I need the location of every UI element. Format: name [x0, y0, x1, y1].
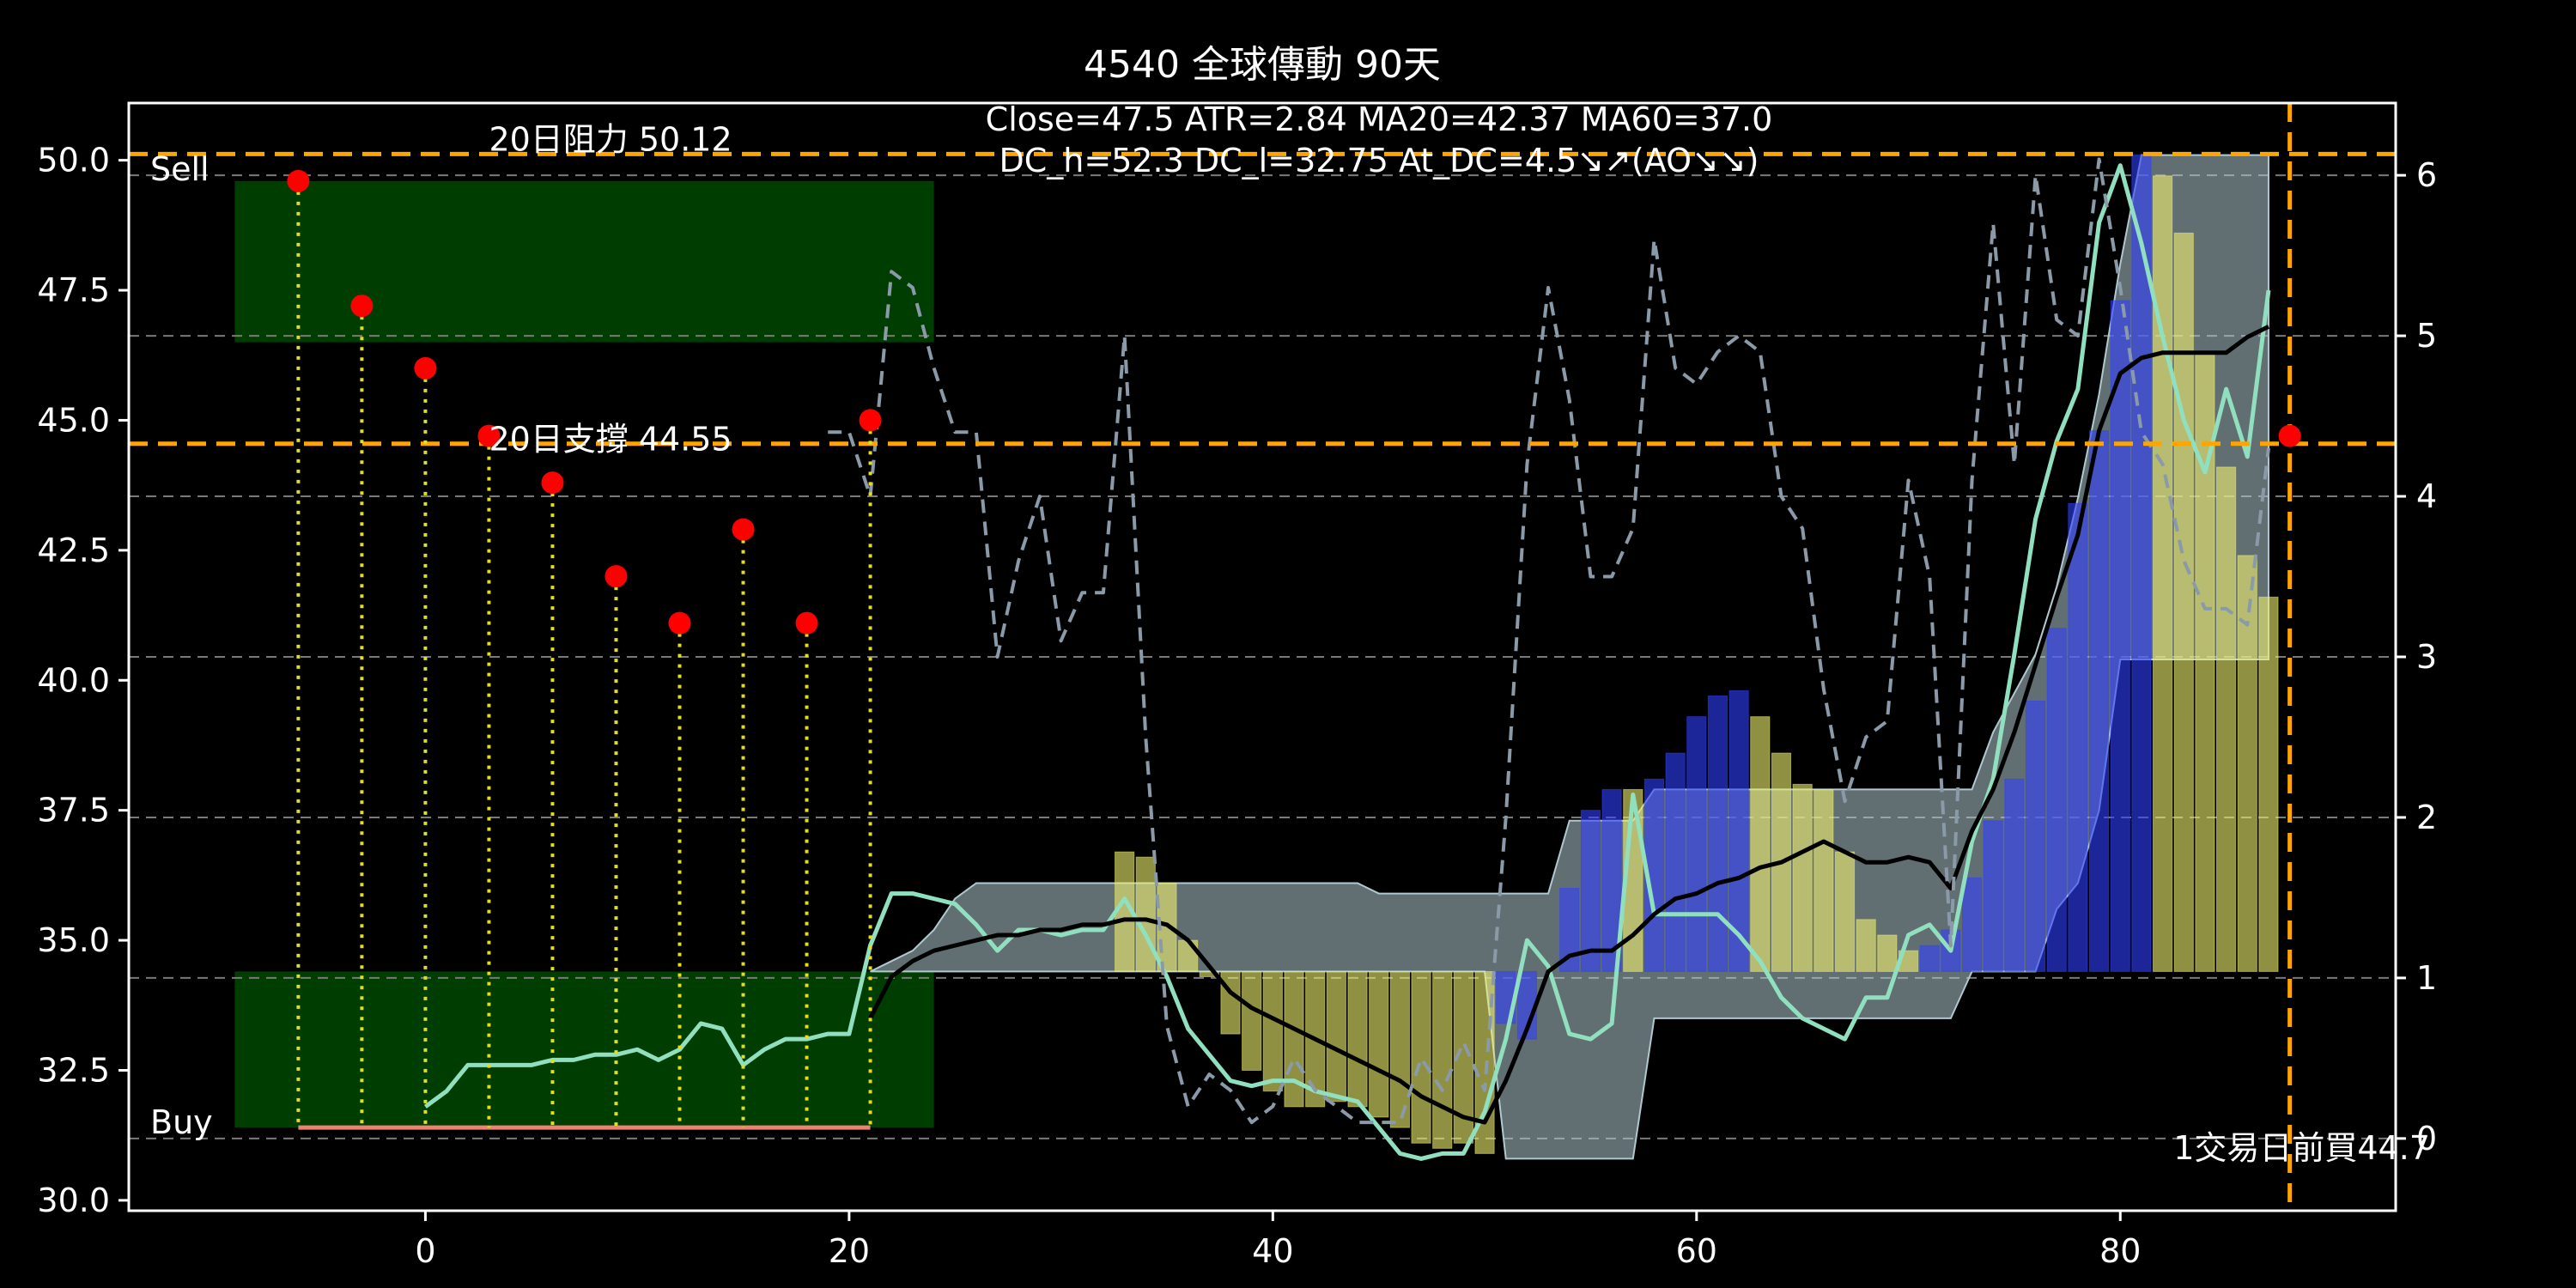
ao-bar: [2237, 555, 2257, 972]
ao-bar: [1686, 716, 1707, 972]
ao-bar: [1834, 851, 1856, 972]
ao-bar: [2046, 628, 2067, 972]
y-right-tick-label: 6: [2416, 156, 2437, 194]
ao-bar: [1856, 919, 1876, 972]
ao-bar: [1601, 788, 1622, 972]
y-left-tick-label: 40.0: [37, 661, 110, 699]
ao-bar: [2068, 502, 2088, 972]
ao-bar: [2173, 232, 2194, 972]
y-right-tick-label: 3: [2416, 638, 2437, 676]
signal-point: [414, 356, 437, 380]
ao-bar: [2216, 466, 2237, 972]
ao-bar: [2088, 430, 2110, 972]
ao-bar: [1877, 934, 1898, 972]
signal-point: [732, 518, 755, 541]
signal-point: [605, 565, 628, 588]
y-left-tick-label: 47.5: [37, 271, 110, 309]
ao-bar: [1199, 970, 1219, 977]
last-signal-point: [2278, 424, 2301, 447]
ao-bar: [2110, 300, 2130, 972]
ao-bar: [1242, 970, 1262, 1071]
ao-bar: [1643, 778, 1665, 972]
y-right-tick-label: 1: [2416, 959, 2437, 997]
y-right-tick-label: 5: [2416, 317, 2437, 355]
x-tick-label: 20: [829, 1232, 870, 1270]
y-left-tick-label: 45.0: [37, 401, 110, 439]
ao-bar: [1728, 690, 1749, 972]
series-line-2: [828, 157, 2270, 1125]
signal-point: [668, 611, 691, 635]
chart-labels: 4540 全球傳動 90天 Close=47.5 ATR=2.84 MA20=4…: [150, 43, 2430, 1167]
signal-point: [541, 471, 564, 495]
y-left-tick-label: 30.0: [37, 1182, 110, 1219]
buy-zone: [234, 971, 934, 1128]
sell-zone: [234, 180, 934, 343]
signal-point: [859, 409, 882, 432]
resistance-label: 20日阻力 50.12: [489, 120, 732, 158]
info-line-2: DC_h=52.3 DC_l=32.75 At_DC=4.5↘↗(AO↘↘): [999, 142, 1759, 179]
ao-bar: [1369, 970, 1389, 1118]
signal-point: [350, 295, 374, 318]
ao-bar: [1432, 970, 1453, 1149]
y-right-tick-label: 2: [2416, 799, 2437, 836]
ao-bar: [1707, 695, 1728, 972]
y-left-tick-label: 35.0: [37, 921, 110, 959]
ao-bar: [2025, 700, 2046, 972]
ao-bar: [1814, 788, 1834, 972]
ao-bar: [1961, 877, 1983, 972]
y-left-tick-label: 42.5: [37, 532, 110, 569]
ao-bar: [1750, 716, 1771, 972]
ao-bar: [1347, 970, 1368, 1108]
ao-bar: [1284, 970, 1304, 1108]
x-tick-label: 60: [1676, 1232, 1717, 1270]
x-tick-label: 80: [2099, 1232, 2141, 1270]
y-left-tick-label: 50.0: [37, 142, 110, 179]
level-lines: [129, 103, 2396, 1211]
ao-bar: [1178, 939, 1199, 972]
signal-point: [477, 424, 501, 447]
ao-bar: [1559, 888, 1580, 972]
sell-label: Sell: [150, 150, 210, 188]
ao-bar: [2258, 596, 2279, 972]
y-right-tick-label: 0: [2416, 1120, 2437, 1157]
signal-point: [795, 611, 818, 635]
ao-bar: [1135, 856, 1156, 972]
bottom-note: 1交易日前買44.7: [2173, 1129, 2430, 1167]
ao-bar: [2004, 778, 2025, 972]
chart-title: 4540 全球傳動 90天: [1084, 43, 1441, 87]
y-right-tick-label: 4: [2416, 477, 2437, 515]
series-line-1: [868, 325, 2270, 1125]
ao-bars: [1115, 155, 2279, 1154]
signal-stems: [296, 180, 872, 1128]
ao-bar: [1411, 970, 1431, 1144]
ao-bar: [2152, 175, 2173, 972]
support-label: 20日支撐 44.55: [489, 421, 732, 459]
ao-bar: [1919, 945, 1940, 972]
signal-points: [287, 169, 2301, 635]
y-left-tick-label: 37.5: [37, 792, 110, 829]
buy-label: Buy: [150, 1103, 213, 1141]
ao-bar: [1326, 970, 1346, 1103]
signal-point: [287, 169, 310, 192]
ao-bar: [1453, 970, 1473, 1144]
info-line-1: Close=47.5 ATR=2.84 MA20=42.37 MA60=37.0: [986, 100, 1773, 138]
gridlines: [129, 174, 2396, 1139]
series-line-0: [423, 163, 2271, 1161]
ao-bar: [1983, 820, 2003, 972]
series-lines: [423, 157, 2271, 1161]
x-tick-label: 0: [415, 1232, 435, 1270]
y-left-tick-label: 32.5: [37, 1051, 110, 1089]
axis-ticks: 0 20 40 60 8030.032.535.037.540.042.545.047.…: [37, 142, 2437, 1270]
ao-bar: [1389, 970, 1410, 1128]
signal-zones: [234, 180, 934, 1128]
ao-bar: [1665, 752, 1686, 972]
x-tick-label: 40: [1252, 1232, 1293, 1270]
ao-bar: [1580, 810, 1601, 972]
ao-bar: [1262, 970, 1283, 1092]
ao-bar: [1792, 783, 1813, 972]
